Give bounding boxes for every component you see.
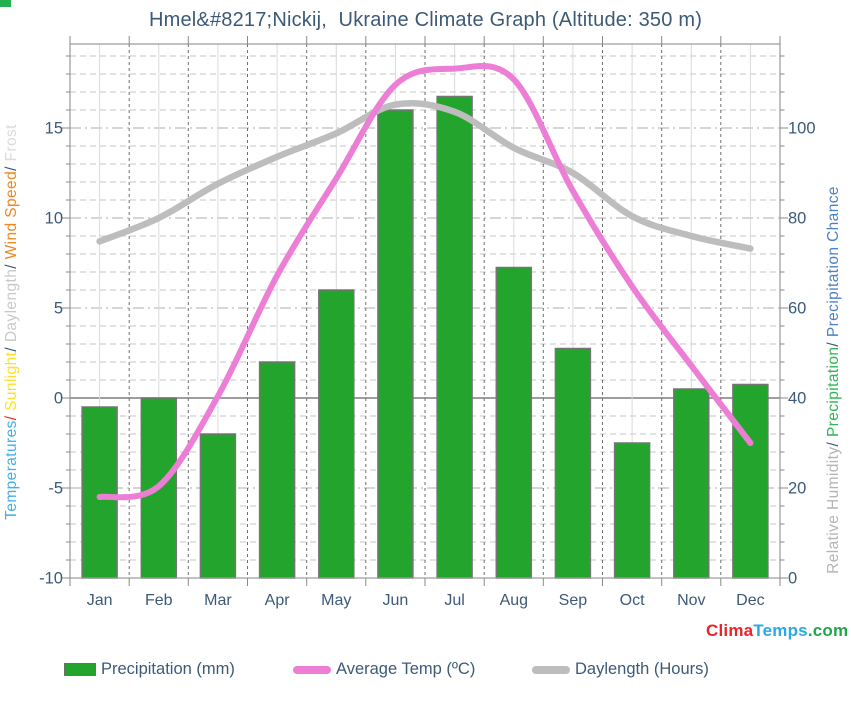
climatemps-logo[interactable]: ClimaTemps.com	[706, 621, 848, 641]
right-axis-title-part: /	[825, 441, 842, 446]
bar-apr	[258, 361, 296, 579]
month-label-jul: Jul	[444, 592, 464, 609]
left-axis-title-part: /	[3, 347, 20, 352]
month-label-feb: Feb	[145, 592, 173, 609]
left-axis-title-part: Daylength	[3, 269, 20, 347]
left-axis-value: 10	[45, 210, 63, 228]
right-axis-value: 20	[788, 480, 806, 498]
right-axis-title: Relative Humidity/ Precipitation/ Precip…	[825, 186, 842, 574]
daylength-line	[96, 99, 754, 252]
month-label-sep: Sep	[559, 592, 588, 609]
average-temp-line	[96, 63, 754, 501]
month-label-jan: Jan	[87, 592, 113, 609]
legend-item-3: Daylength (Hours)	[532, 660, 709, 680]
legend-label: Precipitation (mm)	[101, 660, 235, 678]
legend-bar-swatch	[64, 663, 96, 676]
legend-line-swatch	[532, 665, 570, 674]
left-axis-value: 0	[54, 390, 63, 408]
left-axis-title: Temperatures/ Sunlight/ Daylength/ Wind …	[3, 124, 20, 520]
month-label-may: May	[321, 592, 351, 609]
month-label-aug: Aug	[500, 592, 528, 609]
right-axis-title-part: Precipitation Chance	[825, 186, 842, 342]
left-axis-title-part: Frost	[3, 124, 20, 166]
bar-jul	[436, 95, 473, 579]
month-label-oct: Oct	[620, 592, 645, 609]
left-axis-value: -10	[39, 570, 63, 588]
month-label-dec: Dec	[736, 592, 764, 609]
logo-text: Temps	[753, 621, 808, 640]
bar-aug	[495, 266, 533, 579]
right-axis-title-part: Precipitation	[825, 347, 842, 442]
right-axis-value: 40	[788, 390, 806, 408]
bar-nov	[673, 388, 710, 579]
legend-line-swatch	[293, 665, 331, 674]
bar-dec	[732, 383, 769, 579]
bar-jun	[377, 109, 414, 579]
left-axis-title-part: Sunlight	[3, 351, 20, 415]
right-axis-value: 80	[788, 210, 806, 228]
right-axis-title-part: Relative Humidity	[825, 446, 842, 573]
bar-mar	[199, 433, 237, 579]
month-label-nov: Nov	[677, 592, 705, 609]
logo-text: Clima	[706, 621, 754, 640]
right-axis-value: 100	[788, 120, 816, 138]
left-axis-title-part: Temperatures	[3, 420, 20, 520]
month-label-mar: Mar	[204, 592, 232, 609]
left-axis-value: 15	[45, 120, 63, 138]
corner-logo-fragment	[0, 0, 11, 7]
left-axis-title-part: /	[3, 166, 20, 171]
left-axis-value: 5	[54, 300, 63, 318]
legend-item-1: Precipitation (mm)	[64, 660, 235, 680]
left-axis-title-part: /	[3, 415, 20, 420]
logo-text: .com	[807, 621, 849, 640]
bar-jan	[81, 406, 118, 579]
bar-sep	[554, 347, 592, 579]
left-axis-title-part: Wind Speed	[3, 171, 20, 264]
month-label-apr: Apr	[265, 592, 291, 609]
bar-oct	[613, 442, 651, 579]
left-axis-title-part: /	[3, 264, 20, 269]
bar-may	[318, 289, 355, 579]
left-axis-value: -5	[48, 480, 63, 498]
right-axis-value: 60	[788, 300, 806, 318]
legend-label: Daylength (Hours)	[575, 660, 709, 678]
legend-item-2: Average Temp (ºC)	[293, 660, 475, 680]
right-axis-title-part: /	[825, 342, 842, 347]
chart-title: Hmel&#8217;Nickij, Ukraine Climate Graph…	[148, 9, 703, 31]
right-axis-value: 0	[788, 570, 797, 588]
legend-label: Average Temp (ºC)	[336, 660, 476, 678]
legend: Precipitation (mm) Average Temp (ºC) Dayle…	[0, 660, 851, 686]
month-label-jun: Jun	[383, 592, 409, 609]
